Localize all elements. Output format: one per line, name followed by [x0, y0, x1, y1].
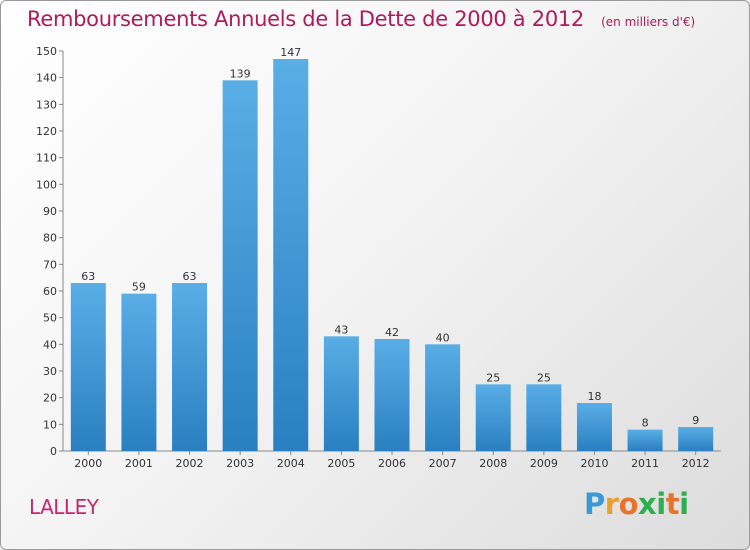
y-tick-label: 90 [43, 205, 57, 218]
chart-bars: 63 59 63 139 147 43 42 40 25 25 18 8 9 [70, 46, 714, 451]
proxiti-logo: Proxiti [584, 487, 689, 521]
y-tick-label: 140 [36, 72, 57, 85]
data-label-2010: 18 [587, 390, 601, 403]
y-tick-label: 130 [36, 98, 57, 111]
bar-2008 [475, 384, 511, 451]
commune-name: LALLEY [29, 495, 99, 519]
data-label-2007: 40 [436, 331, 450, 344]
bar-2010 [576, 403, 612, 451]
y-tick-label: 0 [50, 445, 57, 458]
x-tick-label-2004: 2004 [277, 457, 305, 470]
chart-unit-note: (en milliers d'€) [601, 15, 696, 29]
chart-title-main: Remboursements Annuels de la Dette de 20… [27, 7, 584, 31]
bar-2012 [678, 427, 714, 451]
data-label-2006: 42 [385, 326, 399, 339]
x-tick-label-2006: 2006 [378, 457, 406, 470]
x-tick-label-2002: 2002 [176, 457, 204, 470]
data-label-2000: 63 [81, 270, 95, 283]
y-tick-label: 100 [36, 178, 57, 191]
data-label-2009: 25 [537, 371, 551, 384]
data-label-2008: 25 [486, 371, 500, 384]
bar-2011 [627, 429, 663, 451]
x-tick-label-2005: 2005 [327, 457, 355, 470]
x-tick-label-2009: 2009 [530, 457, 558, 470]
logo-letter: t [665, 487, 680, 521]
bar-2007 [425, 344, 461, 451]
x-tick-label-2008: 2008 [479, 457, 507, 470]
data-label-2011: 8 [642, 417, 649, 430]
bar-2004 [273, 59, 309, 451]
data-label-2012: 9 [692, 414, 699, 427]
chart-axes: 0 10 20 30 40 50 60 70 80 90 100 110 120 130 140 150 200… [36, 45, 721, 470]
logo-letter: o [618, 487, 639, 521]
y-tick-label: 20 [43, 392, 57, 405]
bar-2003 [222, 80, 258, 451]
bar-2000 [70, 283, 106, 451]
logo-letter: i [679, 487, 689, 521]
x-tick-label-2000: 2000 [74, 457, 102, 470]
bar-2009 [526, 384, 562, 451]
x-tick-label-2012: 2012 [682, 457, 710, 470]
y-tick-label: 150 [36, 45, 57, 58]
data-label-2002: 63 [183, 270, 197, 283]
bar-2002 [172, 283, 208, 451]
y-tick-label: 80 [43, 232, 57, 245]
logo-letter: P [584, 487, 605, 521]
y-tick-label: 70 [43, 258, 57, 271]
bar-2001 [121, 293, 157, 451]
y-tick-label: 110 [36, 152, 57, 165]
y-tick-label: 120 [36, 125, 57, 138]
bar-2006 [374, 339, 410, 451]
x-tick-label-2007: 2007 [429, 457, 457, 470]
logo-letter: r [604, 487, 619, 521]
y-tick-label: 30 [43, 365, 57, 378]
x-tick-label-2001: 2001 [125, 457, 153, 470]
data-label-2003: 139 [230, 67, 251, 80]
data-label-2004: 147 [280, 46, 301, 59]
data-label-2001: 59 [132, 281, 146, 294]
x-tick-label-2010: 2010 [580, 457, 608, 470]
y-tick-label: 50 [43, 312, 57, 325]
logo-letter: x [638, 487, 657, 521]
logo-letter: i [656, 487, 666, 521]
y-tick-label: 40 [43, 338, 57, 351]
bar-2005 [323, 336, 359, 451]
data-label-2005: 43 [334, 323, 348, 336]
chart-title: Remboursements Annuels de la Dette de 20… [27, 7, 695, 31]
y-tick-label: 10 [43, 418, 57, 431]
y-tick-label: 60 [43, 285, 57, 298]
x-tick-label-2003: 2003 [226, 457, 254, 470]
x-tick-label-2011: 2011 [631, 457, 659, 470]
